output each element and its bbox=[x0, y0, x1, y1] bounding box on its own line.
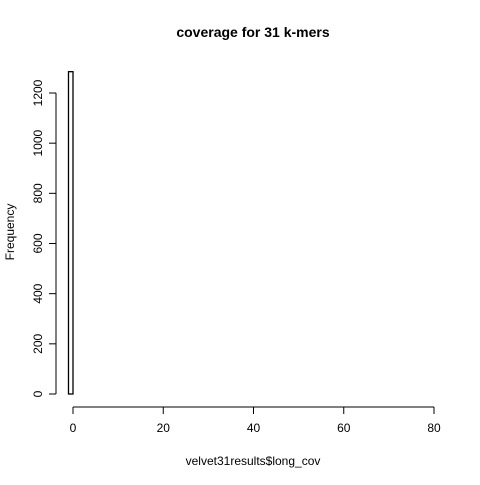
x-tick-label: 80 bbox=[427, 421, 441, 435]
bars-group bbox=[67, 71, 74, 395]
chart-title: coverage for 31 k-mers bbox=[176, 24, 330, 40]
histogram-bar bbox=[67, 71, 74, 395]
y-tick-label: 200 bbox=[31, 334, 45, 354]
x-tick-label: 0 bbox=[70, 421, 77, 435]
x-axis-label: velvet31results$long_cov bbox=[186, 454, 321, 468]
x-tick-label: 40 bbox=[247, 421, 261, 435]
x-axis: 0 20 40 60 80 bbox=[70, 406, 441, 435]
y-tick-label: 1000 bbox=[31, 129, 45, 156]
y-axis: 0 200 400 600 800 1000 1200 bbox=[31, 79, 57, 397]
y-axis-label: Frequency bbox=[3, 204, 17, 261]
y-tick-label: 600 bbox=[31, 233, 45, 253]
y-tick-label: 400 bbox=[31, 283, 45, 303]
x-tick-label: 60 bbox=[337, 421, 351, 435]
y-tick-label: 1200 bbox=[31, 79, 45, 106]
y-tick-label: 0 bbox=[31, 390, 45, 397]
x-tick-label: 20 bbox=[157, 421, 171, 435]
y-tick-label: 800 bbox=[31, 183, 45, 203]
